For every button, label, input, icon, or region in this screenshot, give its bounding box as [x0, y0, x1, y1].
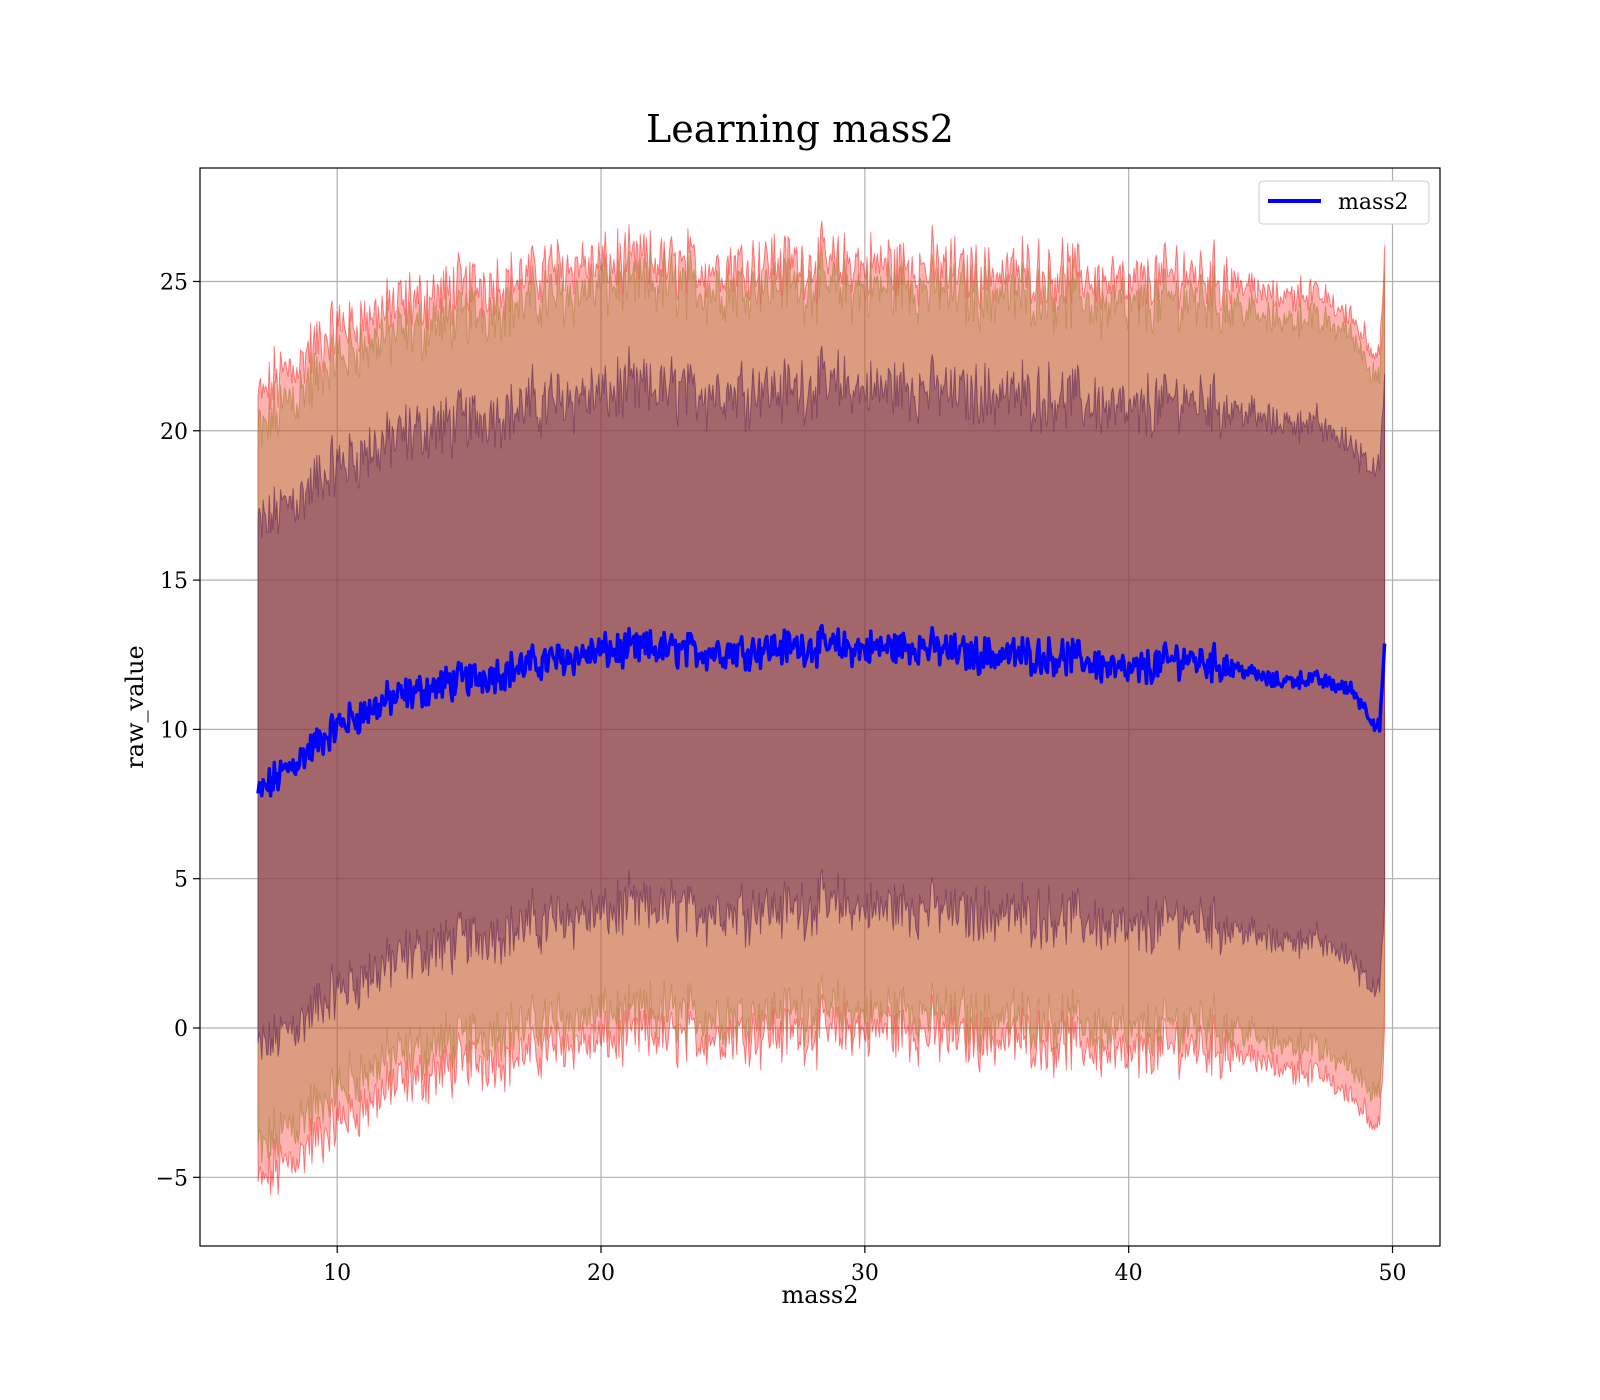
x-tick-label: 20: [587, 1261, 615, 1286]
y-tick-label: 5: [174, 868, 188, 893]
y-tick-label: 25: [160, 270, 188, 295]
y-tick-label: 10: [160, 718, 188, 743]
y-tick-label: 15: [160, 569, 188, 594]
y-tick-label: −5: [156, 1166, 188, 1191]
x-tick-label: 10: [323, 1261, 351, 1286]
legend: mass2: [1258, 180, 1430, 225]
x-axis-ticks: 10 20 30 40 50: [323, 1246, 1407, 1286]
legend-label-mass2: mass2: [1338, 190, 1409, 215]
y-tick-label: 0: [174, 1017, 188, 1042]
uncertainty-bands: [257, 220, 1386, 1196]
y-tick-label: 20: [160, 420, 188, 445]
band-2: [257, 345, 1386, 1060]
x-axis-label: mass2: [782, 1281, 859, 1309]
x-tick-label: 40: [1115, 1261, 1143, 1286]
y-axis-ticks: −5 0 5 10 15 20 25: [156, 270, 200, 1191]
legend-box: [1258, 180, 1430, 225]
series-line-mass2: [256, 623, 1387, 798]
series-lines: [256, 623, 1387, 798]
x-tick-label: 50: [1379, 1261, 1407, 1286]
chart-title: Learning mass2: [646, 107, 954, 151]
y-axis-label: raw_value: [121, 645, 149, 769]
x-tick-label: 30: [851, 1261, 879, 1286]
plot-frame: [199, 167, 1441, 1247]
